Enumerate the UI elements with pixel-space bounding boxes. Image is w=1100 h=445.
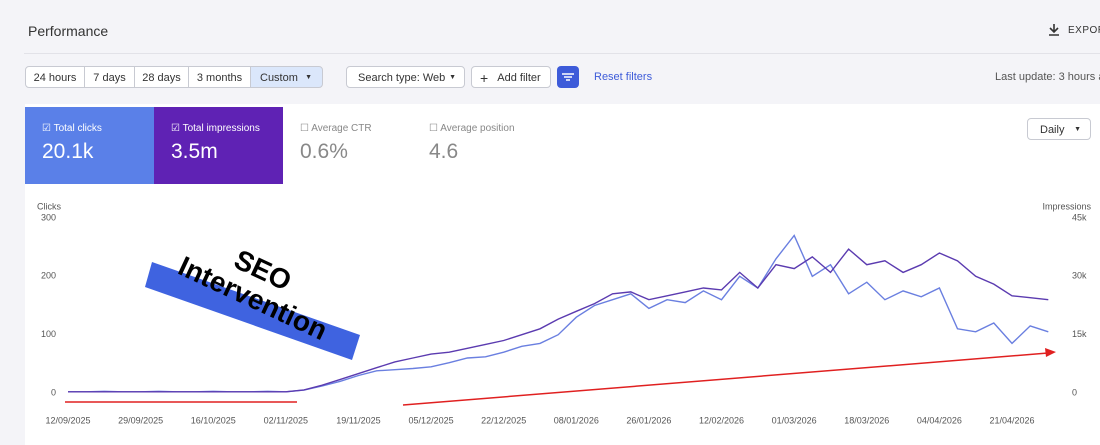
series-line — [68, 234, 1049, 393]
y-tick-label: 300 — [41, 212, 56, 222]
granularity[interactable]: Daily ▼ — [1027, 118, 1091, 140]
range-button[interactable]: 24 hours — [25, 66, 85, 88]
metric-label-text: Total impressions — [182, 123, 260, 134]
metric-label-text: Average CTR — [311, 123, 372, 134]
add-filter[interactable]: + Add filter — [471, 66, 551, 88]
search-type-label: Search type: Web — [358, 72, 446, 84]
y-tick-label: 100 — [41, 329, 56, 339]
x-tick-label: 19/11/2025 — [336, 415, 380, 425]
metric-value: 0.6% — [300, 140, 348, 163]
x-tick-label: 22/12/2025 — [481, 415, 526, 425]
download-icon — [1049, 24, 1059, 36]
red-arrowhead — [1045, 348, 1056, 357]
search-type[interactable]: Search type: Web ▼ — [346, 66, 465, 88]
y-axis-title: Clicks — [37, 201, 61, 211]
x-tick-label: 21/04/2026 — [989, 415, 1034, 425]
range-button[interactable]: 3 months — [188, 66, 251, 88]
metric-label-text: Total clicks — [53, 123, 102, 134]
y2-axis-title: Impressions — [1042, 201, 1091, 211]
x-tick-label: 16/10/2025 — [191, 415, 236, 425]
y-tick-label: 0 — [51, 387, 56, 397]
export-button[interactable]: EXPOR — [1068, 25, 1100, 36]
metric-card[interactable]: ☑ Total impressions 3.5m — [154, 107, 283, 184]
metric-label: ☑ Total impressions — [171, 123, 260, 134]
metric-card[interactable]: ☑ Total clicks 20.1k — [25, 107, 154, 184]
range-button[interactable]: 28 days — [134, 66, 189, 88]
x-tick-label: 29/09/2025 — [118, 415, 163, 425]
red-arrow — [402, 352, 1049, 406]
y2-tick-label: 30k — [1072, 271, 1087, 281]
caret: ▼ — [449, 74, 456, 81]
add-filter-label: Add filter — [497, 72, 541, 84]
y2-tick-label: 15k — [1072, 329, 1087, 339]
metric-value: 20.1k — [42, 140, 94, 163]
range-label: Custom — [260, 72, 298, 84]
x-tick-label: 26/01/2026 — [626, 415, 671, 425]
metric-label: ☐ Average position — [429, 123, 515, 134]
metric-value: 4.6 — [429, 140, 459, 163]
y2-tick-label: 0 — [1072, 387, 1077, 397]
series-line — [68, 248, 1049, 393]
metric-label: ☐ Average CTR — [300, 123, 372, 134]
y2-tick-label: 45k — [1072, 212, 1087, 222]
x-tick-label: 04/04/2026 — [917, 415, 962, 425]
range-button[interactable]: Custom ▼ — [250, 66, 323, 88]
divider — [24, 53, 1100, 54]
metric-label-text: Average position — [440, 123, 515, 134]
granularity-label: Daily — [1040, 124, 1065, 136]
range-button[interactable]: 7 days — [84, 66, 135, 88]
annotation-banner — [145, 262, 360, 360]
metric-card[interactable]: ☐ Average position 4.6 — [412, 107, 541, 184]
x-tick-label: 18/03/2026 — [844, 415, 889, 425]
caret: ▼ — [1074, 126, 1081, 133]
metric-card[interactable]: ☐ Average CTR 0.6% — [283, 107, 412, 184]
x-tick-label: 08/01/2026 — [554, 415, 599, 425]
caret: ▼ — [305, 74, 312, 81]
reset-filters[interactable]: Reset filters — [594, 71, 653, 83]
x-tick-label: 01/03/2026 — [772, 415, 817, 425]
x-tick-label: 02/11/2025 — [264, 415, 308, 425]
x-tick-label: 12/09/2025 — [45, 415, 90, 425]
x-tick-label: 12/02/2026 — [699, 415, 744, 425]
x-tick-label: 05/12/2025 — [409, 415, 454, 425]
metric-label: ☑ Total clicks — [42, 123, 102, 134]
page-title: Performance — [28, 23, 109, 39]
filter-icon[interactable] — [557, 66, 579, 88]
plus-icon: + — [480, 70, 489, 86]
metric-value: 3.5m — [171, 140, 218, 163]
y-tick-label: 200 — [41, 271, 56, 281]
last-update: Last update: 3 hours a — [995, 71, 1100, 83]
